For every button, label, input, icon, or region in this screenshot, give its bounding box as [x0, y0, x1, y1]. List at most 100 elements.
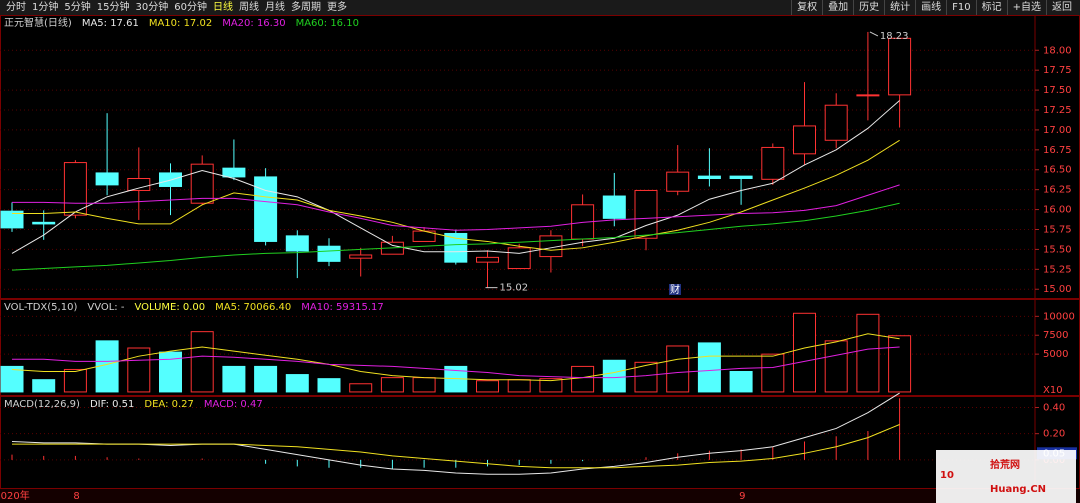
- logo-mark: 10: [940, 470, 954, 481]
- low-label: 15.02: [500, 283, 529, 294]
- period-tab[interactable]: 更多: [326, 2, 347, 13]
- tool-button[interactable]: F10: [946, 0, 975, 15]
- volume-bar: [793, 312, 816, 393]
- candle-body: [127, 178, 151, 191]
- high-label: 18.23: [880, 31, 909, 42]
- y-tick-label: 16.75: [1043, 145, 1072, 156]
- period-tab[interactable]: 60分钟: [174, 2, 207, 13]
- candle-body: [476, 256, 499, 263]
- ma-line: [11, 333, 900, 382]
- y-tick-label: 17.25: [1043, 105, 1072, 116]
- period-tab[interactable]: 月线: [264, 2, 285, 13]
- y-tick-label: 15.50: [1043, 244, 1072, 255]
- tool-button[interactable]: 返回: [1046, 0, 1077, 15]
- y-tick-label: 10000: [1043, 311, 1075, 322]
- period-tab[interactable]: 日线: [212, 2, 233, 13]
- tool-button[interactable]: 叠加: [822, 0, 853, 15]
- period-tab[interactable]: 1分钟: [32, 2, 59, 13]
- tool-button[interactable]: +自选: [1006, 0, 1046, 15]
- y-tick-label: 17.00: [1043, 125, 1072, 136]
- logo-name: 拾荒网: [990, 458, 1020, 471]
- tool-button[interactable]: 复权: [791, 0, 822, 15]
- x-tick-label: 2020年: [0, 489, 30, 502]
- period-tab[interactable]: 多周期: [290, 2, 321, 13]
- candle-body: [222, 167, 246, 178]
- period-tab[interactable]: 分时: [6, 2, 26, 13]
- toolbar: 分时 1分钟 5分钟 15分钟 30分钟 60分钟 日线 周线 月线 多周期 更多 复权 叠加 历史 统计画…: [0, 0, 1080, 15]
- candle-body: [729, 175, 753, 180]
- volume-bar: [159, 351, 182, 393]
- unit-label: X10: [1043, 385, 1063, 396]
- x-tick-label: 9: [739, 491, 745, 502]
- period-tab[interactable]: 5分钟: [64, 2, 91, 13]
- volume-bar: [127, 347, 151, 393]
- ma-line: [12, 184, 900, 231]
- logo-bg: [936, 450, 1076, 503]
- candle-body: [285, 235, 309, 252]
- legend-entry: VOLUME: 0.00: [134, 302, 205, 313]
- candle-body: [697, 175, 721, 180]
- tool-button[interactable]: 画线: [915, 0, 946, 15]
- volume-bar: [0, 365, 24, 393]
- candle-body: [317, 245, 341, 262]
- legend-entry: MA10: 59315.17: [301, 302, 383, 313]
- volume-bar: [571, 365, 595, 393]
- event-box: [669, 284, 681, 295]
- y-tick-label: 7500: [1043, 330, 1068, 341]
- volume-bar: [697, 342, 721, 393]
- volume-bar: [190, 331, 214, 393]
- legend-entry: MA20: 16.30: [222, 18, 285, 29]
- x-axis-band: [0, 489, 1080, 503]
- tool-button[interactable]: 标记: [975, 0, 1007, 15]
- period-tab[interactable]: 30分钟: [135, 2, 169, 13]
- volume-bar: [317, 378, 341, 393]
- legend-entry: VVOL: -: [87, 302, 124, 313]
- volume-bar: [412, 377, 436, 393]
- volume-bar: [380, 377, 404, 393]
- period-tabs: 分时 1分钟 5分钟 15分钟 30分钟 60分钟 日线 周线 月线 多周期 更多: [0, 0, 353, 15]
- y-tick-label: 16.25: [1043, 185, 1072, 196]
- volume-bar: [824, 340, 848, 393]
- candle-body: [634, 189, 658, 239]
- period-tab[interactable]: 周线: [238, 2, 259, 13]
- y-tick-label: 17.50: [1043, 85, 1072, 96]
- candle-body: [856, 94, 880, 97]
- volume-bar: [507, 379, 531, 393]
- candle-body: [95, 172, 119, 186]
- ma-line: [12, 424, 900, 469]
- candle-body: [666, 171, 690, 192]
- candle-body: [190, 163, 214, 204]
- legend-entry: MA5: 70066.40: [215, 302, 291, 313]
- candle-body: [824, 104, 848, 141]
- legend-entry: 正元智慧(日线): [4, 16, 72, 29]
- x-tick-label: 8: [73, 491, 79, 502]
- ma-line: [11, 100, 900, 254]
- tool-button[interactable]: 统计: [884, 0, 915, 15]
- ma-line: [12, 346, 900, 379]
- candle-body: [602, 195, 626, 219]
- candle-body: [507, 247, 531, 270]
- y-tick-label: 18.00: [1043, 45, 1072, 56]
- candle-body: [32, 221, 56, 225]
- y-tick-label: 16.50: [1043, 165, 1072, 176]
- candle-body: [254, 176, 278, 242]
- ma-line: [12, 139, 900, 251]
- volume-bar: [666, 345, 690, 393]
- chart: 15.00 15.25 15.50 15.75 16.00 16.25 16.50 16.75…: [0, 15, 1080, 503]
- y-tick-label: 17.75: [1043, 65, 1072, 76]
- tool-button[interactable]: 历史: [853, 0, 884, 15]
- legend-entry: DEA: 0.27: [144, 399, 194, 410]
- candle-body: [0, 210, 24, 229]
- period-tab[interactable]: 15分钟: [96, 2, 130, 13]
- volume-bar: [349, 383, 373, 393]
- candle-body: [793, 125, 816, 155]
- y-tick-label: 15.25: [1043, 264, 1072, 275]
- volume-bar: [888, 335, 912, 393]
- ma-line: [11, 202, 900, 271]
- panel-frame: [0, 396, 1080, 489]
- volume-bar: [254, 365, 278, 393]
- y-tick-label: 0.40: [1043, 402, 1065, 413]
- tools: 复权 叠加 历史 统计 画线 F10 标记 +自选 返回: [788, 0, 1080, 15]
- legend-entry: MACD: 0.47: [204, 399, 263, 410]
